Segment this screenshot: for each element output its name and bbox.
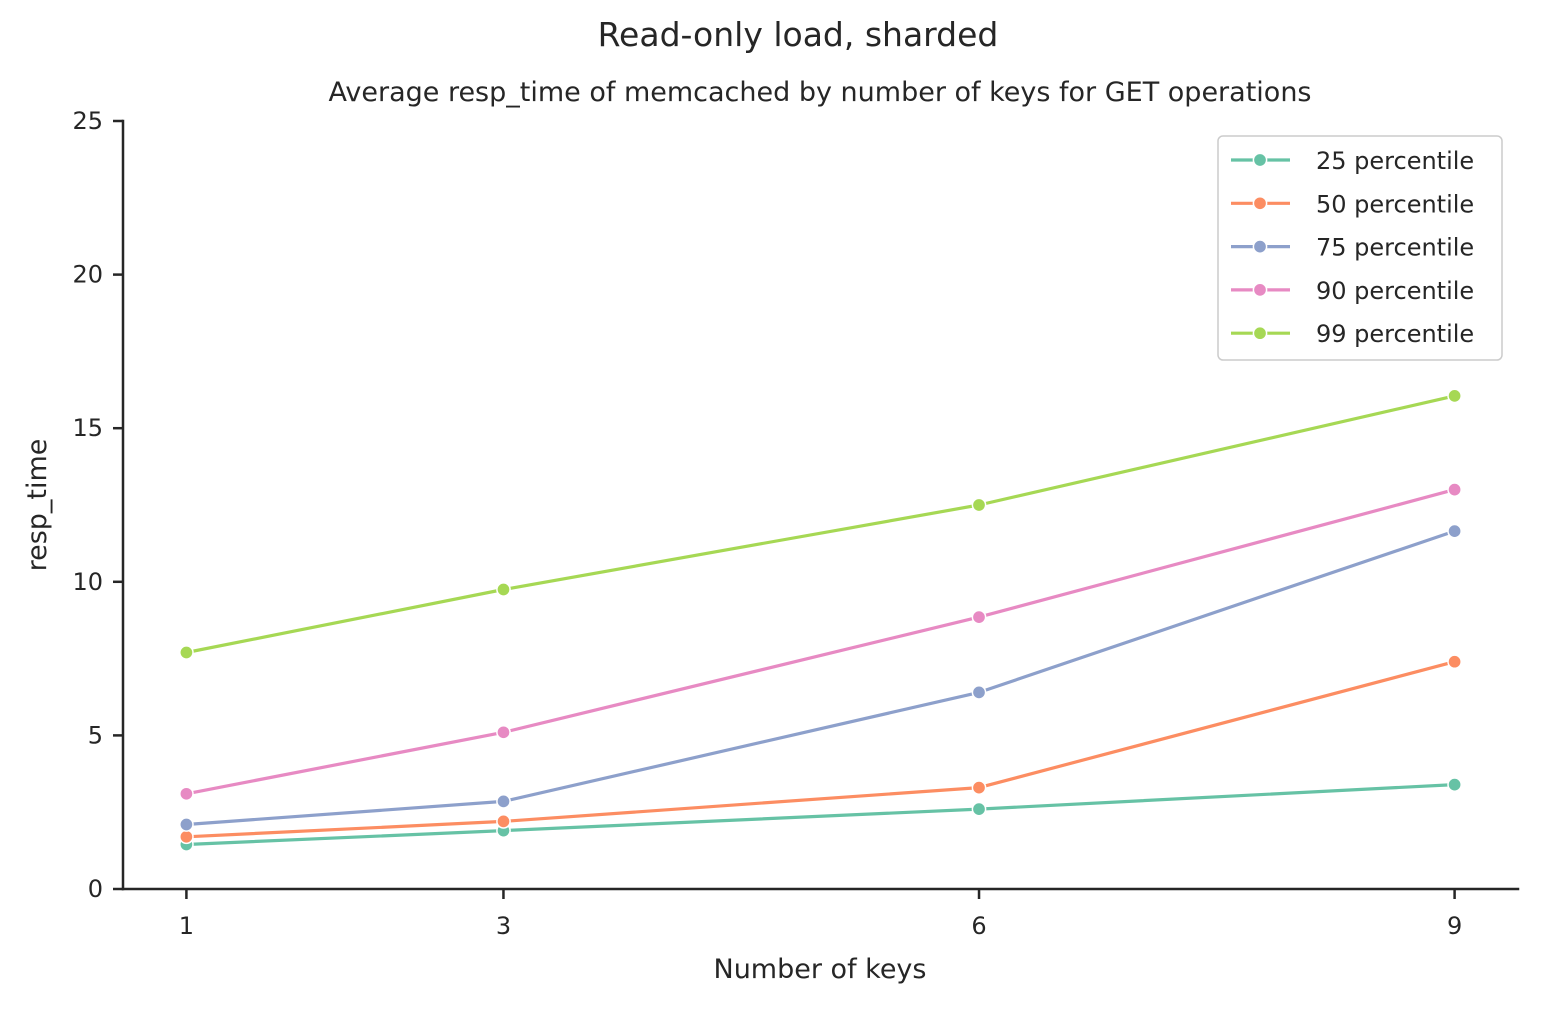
x-tick-label: 6: [971, 912, 986, 940]
y-tick-label: 15: [72, 414, 103, 442]
data-point: [179, 829, 194, 845]
data-point: [971, 497, 987, 513]
y-tick-label: 25: [72, 107, 103, 135]
series-line: [184, 529, 1457, 827]
series-line: [184, 394, 1457, 655]
series-1: [179, 654, 1462, 845]
series-0: [179, 777, 1462, 852]
y-tick-label: 0: [88, 875, 103, 903]
chart-title: Average resp_time of memcached by number…: [328, 77, 1311, 108]
data-point: [496, 794, 511, 809]
data-point: [179, 645, 194, 660]
axes: 0 5 10 15 20 25 1 3 6 9: [72, 107, 1520, 940]
x-axis-label: Number of keys: [714, 954, 927, 985]
legend-label: 99 percentile: [1316, 320, 1474, 348]
plot-area: [179, 388, 1462, 852]
legend-marker: [1252, 195, 1268, 211]
legend-label: 50 percentile: [1316, 190, 1474, 218]
series-3: [179, 482, 1462, 802]
data-point: [496, 724, 511, 740]
legend-label: 90 percentile: [1316, 277, 1474, 305]
legend-label: 25 percentile: [1316, 147, 1474, 175]
series-4: [179, 388, 1462, 660]
data-point: [1447, 388, 1462, 404]
y-axis-label: resp_time: [22, 439, 53, 572]
series-line: [184, 488, 1457, 796]
data-point: [971, 801, 987, 817]
legend-marker: [1252, 282, 1268, 298]
data-point: [496, 582, 511, 597]
x-tick-label: 9: [1447, 912, 1462, 940]
legend-marker: [1252, 152, 1268, 168]
series-line: [184, 782, 1457, 847]
legend-label: 75 percentile: [1316, 234, 1474, 262]
legend-item-1: 50 percentile: [1231, 190, 1474, 218]
data-point: [179, 786, 194, 802]
x-tick-label: 3: [496, 912, 511, 940]
data-point: [971, 780, 987, 795]
series-2: [179, 523, 1462, 832]
legend-item-4: 99 percentile: [1231, 320, 1474, 348]
y-tick-label: 5: [88, 721, 103, 749]
legend-box: [1217, 135, 1503, 361]
legend-item-2: 75 percentile: [1231, 234, 1474, 262]
x-tick-label: 1: [179, 912, 194, 940]
series-line: [184, 660, 1457, 839]
legend-item-0: 25 percentile: [1231, 147, 1474, 175]
data-point: [1447, 654, 1462, 670]
data-point: [179, 817, 194, 832]
data-point: [1447, 482, 1462, 497]
legend-marker: [1252, 239, 1268, 254]
legend-marker: [1252, 325, 1268, 341]
chart-suptitle: Read-only load, sharded: [598, 15, 999, 54]
y-tick-label: 10: [72, 568, 103, 596]
data-point: [1447, 777, 1462, 792]
y-tick-label: 20: [72, 261, 103, 289]
legend-item-3: 90 percentile: [1231, 277, 1474, 305]
data-point: [496, 814, 511, 829]
data-point: [971, 685, 987, 700]
data-point: [971, 609, 987, 625]
legend: 25 percentile 50 percentile 75 percentile 9…: [1217, 135, 1503, 361]
data-point: [1447, 523, 1462, 539]
